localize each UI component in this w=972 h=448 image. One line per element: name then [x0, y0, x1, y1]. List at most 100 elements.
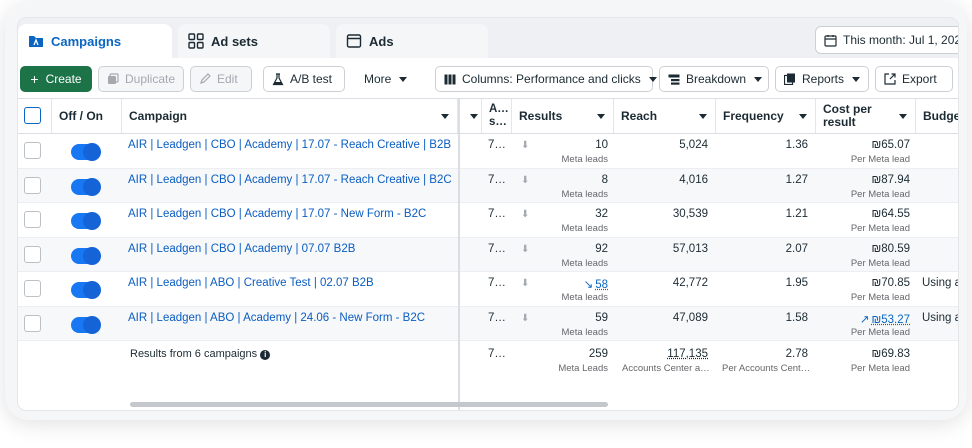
results-number: 59 [595, 311, 608, 324]
campaign-toggle[interactable] [71, 177, 101, 196]
table-row[interactable]: AIR | Leadgen | CBO | Academy | 17.07 - … [18, 168, 958, 203]
header-results[interactable]: Results [512, 99, 614, 133]
trend-down-icon: ↘ [583, 279, 594, 291]
trend-up-icon: ↗ [859, 313, 870, 326]
columns-dropdown[interactable]: Columns: Performance and clicks [435, 66, 657, 92]
campaign-name-link[interactable]: AIR | Leadgen | CBO | Academy | 17.07 - … [128, 208, 427, 220]
tab-ad-sets[interactable]: Ad sets [178, 24, 330, 58]
export-button[interactable]: Export [875, 66, 953, 92]
flask-icon [272, 72, 284, 86]
horizontal-scrollbar[interactable] [130, 402, 608, 407]
attribution-value: 7… [488, 277, 506, 289]
edit-button[interactable]: Edit [190, 66, 252, 92]
results-sub: Meta leads [561, 223, 608, 234]
header-budget[interactable]: Budge [916, 99, 958, 133]
campaign-toggle[interactable] [71, 315, 101, 334]
table-row[interactable]: AIR | Leadgen | ABO | Creative Test | 02… [18, 272, 958, 307]
table-header: Off / On Campaign A… s… Results Reach [18, 98, 958, 134]
table-row[interactable]: AIR | Leadgen | CBO | Academy | 17.07 - … [18, 203, 958, 238]
summary-attribution: 7… [488, 348, 506, 360]
campaign-toggle[interactable] [71, 281, 101, 299]
duplicate-label: Duplicate [125, 72, 176, 86]
table-row[interactable]: AIR | Leadgen | CBO | Academy | 17.07 - … [18, 134, 958, 169]
header-attribution-label: A… s… [489, 103, 509, 128]
frequency-value: 2.07 [785, 242, 808, 255]
ab-test-button[interactable]: A/B test [263, 66, 345, 92]
results-value: 59 [538, 312, 608, 324]
attribution-value: 7… [488, 208, 506, 220]
row-checkbox[interactable] [24, 142, 41, 159]
row-checkbox[interactable] [24, 245, 41, 263]
results-sub: Meta leads [561, 154, 608, 165]
duplicate-icon [107, 73, 119, 85]
attribution-value: 7… [488, 242, 506, 255]
download-icon: ⬇ [521, 312, 530, 324]
tab-bar [18, 18, 958, 58]
chevron-down-icon [470, 113, 478, 119]
create-button[interactable]: + Create [20, 66, 92, 92]
cost-value: ₪64.55 [818, 208, 910, 220]
summary-cost: ₪69.83 [871, 348, 910, 360]
header-frequency[interactable]: Frequency [716, 99, 816, 133]
chevron-down-icon [399, 76, 408, 82]
results-number: 92 [595, 242, 608, 255]
cost-value[interactable]: ↗ ₪53.27 [818, 312, 910, 326]
header-cost-per-result[interactable]: Cost per result [816, 99, 916, 133]
reports-dropdown[interactable]: Reports [775, 66, 869, 92]
header-reach[interactable]: Reach [614, 99, 716, 133]
tab-label: Ads [369, 33, 394, 49]
cost-number: ₪53.27 [871, 313, 910, 326]
campaign-name-link[interactable]: AIR | Leadgen | CBO | Academy | 17.07 - … [128, 139, 452, 151]
row-checkbox[interactable] [24, 280, 41, 297]
download-icon: ⬇ [521, 278, 530, 289]
results-number: 10 [595, 139, 608, 151]
header-attribution[interactable]: A… s… [482, 99, 512, 133]
cost-number: ₪80.59 [871, 242, 910, 255]
campaign-toggle[interactable] [71, 246, 101, 265]
date-range-label: This month: Jul 1, 2025 [843, 33, 958, 47]
budget-value: Using a [922, 311, 958, 324]
breakdown-dropdown[interactable]: Breakdown [659, 66, 769, 92]
header-sort-menu[interactable] [460, 99, 482, 133]
reach-value: 42,772 [672, 277, 708, 289]
campaign-toggle[interactable] [71, 143, 101, 161]
cost-sub: Per Meta lead [850, 154, 910, 165]
header-reach-label: Reach [621, 109, 658, 123]
table-row[interactable]: AIR | Leadgen | ABO | Academy | 24.06 - … [18, 306, 958, 341]
export-icon [884, 73, 896, 85]
tab-ads[interactable]: Ads [336, 24, 488, 58]
tab-campaigns[interactable]: Campaigns [18, 24, 172, 58]
row-checkbox[interactable] [24, 176, 41, 194]
info-icon[interactable]: i [260, 350, 271, 360]
summary-reach[interactable]: 117,135 [667, 348, 708, 360]
summary-results: 259 [588, 348, 608, 360]
cost-number: ₪87.94 [871, 173, 910, 186]
chevron-down-icon [852, 76, 861, 82]
summary-reach-sub: Accounts Center a… [622, 363, 710, 374]
campaign-name-link[interactable]: AIR | Leadgen | ABO | Creative Test | 02… [128, 277, 374, 289]
results-sub: Meta leads [561, 326, 608, 338]
row-checkbox[interactable] [24, 211, 41, 228]
table-row[interactable]: AIR | Leadgen | CBO | Academy | 07.07 B2… [18, 237, 958, 272]
results-sub: Meta leads [561, 257, 608, 269]
header-campaign[interactable]: Campaign [122, 99, 458, 133]
chevron-down-icon [597, 113, 605, 119]
results-value[interactable]: ↘ 58 [538, 277, 608, 291]
date-range-picker[interactable]: This month: Jul 1, 2025 [815, 26, 958, 54]
row-checkbox[interactable] [24, 314, 41, 332]
frequency-value: 1.58 [785, 311, 808, 324]
campaign-toggle[interactable] [71, 212, 101, 230]
campaign-name-link[interactable]: AIR | Leadgen | ABO | Academy | 24.06 - … [128, 311, 426, 324]
table-summary-row: Results from 6 campaigns i 7… 259 Meta Lead… [18, 341, 958, 385]
download-icon: ⬇ [521, 174, 530, 186]
reports-icon [784, 73, 796, 85]
select-all-checkbox[interactable] [24, 107, 41, 124]
more-menu-button[interactable]: More [355, 66, 415, 92]
campaign-name-link[interactable]: AIR | Leadgen | CBO | Academy | 17.07 - … [128, 173, 452, 186]
reach-value: 5,024 [679, 139, 708, 151]
results-number: 58 [595, 279, 608, 291]
header-results-label: Results [519, 109, 563, 123]
duplicate-button[interactable]: Duplicate [98, 66, 184, 92]
campaign-name-link[interactable]: AIR | Leadgen | CBO | Academy | 07.07 B2… [128, 242, 356, 255]
grid-icon [188, 33, 204, 49]
